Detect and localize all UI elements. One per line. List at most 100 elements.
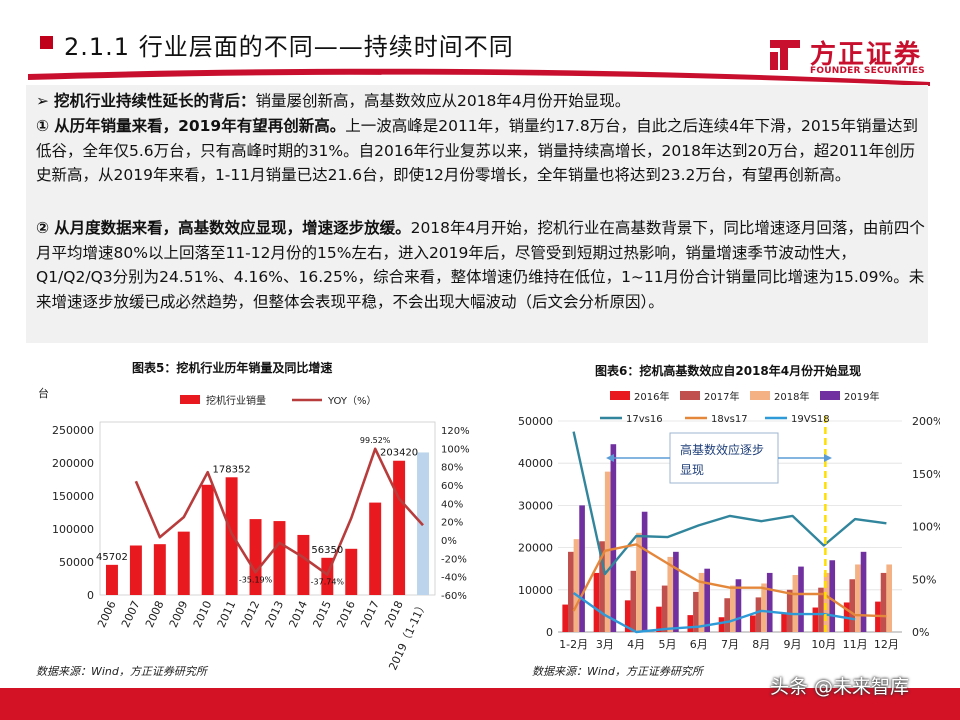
chart5-legend-swatch-bar [180, 395, 200, 404]
chart5-y-tick-left: 100000 [52, 523, 94, 536]
chart6-legend-swatch-bar [820, 391, 840, 400]
chart6-growth-line [572, 543, 887, 618]
chart5-bar [177, 531, 190, 595]
footer-band [0, 688, 960, 720]
chart6-bar [562, 604, 569, 632]
chart6-y-tick-right: 0% [912, 626, 929, 639]
chart6-legend-label: 2016年 [634, 390, 669, 403]
chart6-bar [624, 600, 631, 632]
chart5-x-tick: 2016 [334, 599, 358, 630]
chart5-y-tick-right: 120% [441, 426, 470, 437]
chart5-data-label: 203420 [380, 448, 418, 459]
chart6-bar [718, 617, 725, 632]
chart5-y-tick-left: 0 [87, 589, 94, 602]
chart6-bar [573, 539, 580, 632]
chart6-bar [886, 564, 892, 632]
chart6-arrow-left-head [606, 454, 614, 462]
brand-logo: 方正证券 FOUNDER SECURITIES [766, 34, 936, 84]
chart6-x-tick: 3月 [596, 638, 614, 651]
chart6-legend-swatch-bar [610, 391, 630, 400]
chart5-x-tick: 2014 [286, 599, 310, 630]
chart6-x-tick: 8月 [752, 638, 770, 651]
chart5-bar [297, 534, 310, 595]
chart6-y-tick-left: 10000 [518, 584, 553, 597]
header: 2.1.1 行业层面的不同——持续时间不同 方正证券 FOUNDER SECUR… [0, 0, 960, 86]
chart5-plot-frame [99, 421, 436, 596]
chart6-bar [724, 598, 730, 632]
chart5-y-tick-left: 150000 [52, 490, 94, 503]
chart5-bar [225, 477, 238, 595]
chart5-legend-label: 挖机行业销量 [206, 394, 266, 407]
chart6-legend-label: 2018年 [774, 390, 809, 403]
chart5-title: 图表5：挖机行业历年销量及同比增速 [132, 361, 333, 375]
chart5-x-tick: 2018 [382, 599, 406, 630]
chart6-title: 图表6：挖机高基数效应自2018年4月份开始显现 [595, 364, 862, 378]
chart6-bar [593, 572, 600, 632]
chart6-bar [761, 583, 767, 632]
chart6-bar [880, 572, 887, 632]
chart5-bar [273, 521, 286, 595]
chart5-y-tick-right: 0% [441, 536, 457, 547]
chart6-bar [693, 591, 699, 632]
paragraph-3-body: 2018年4月开始，挖机行业在高基数背景下，同比增速逐月回落，由前四个月平均增速… [36, 219, 925, 311]
chart6-bar [579, 505, 585, 632]
bullet-arrow-icon: ➢ [36, 92, 49, 110]
chart6-arrow-right-head [824, 454, 832, 462]
chart6-bar [818, 587, 824, 632]
chart5-bar [153, 544, 166, 595]
chart6-bar [766, 572, 773, 632]
chart5-x-tick: 2009 [167, 599, 191, 630]
chart5-y-tick-right: 20% [441, 518, 463, 529]
chart6-bar [730, 585, 736, 632]
chart6-bar [698, 572, 705, 632]
chart6-y-tick-left: 0 [546, 626, 553, 639]
chart6-bar [786, 589, 793, 632]
paragraph-3-heading: 从月度数据来看，高基数效应显现，增速逐步放缓。 [54, 219, 411, 237]
chart6-y-tick-left: 20000 [518, 542, 553, 555]
chart6-y-tick-right: 150% [912, 468, 940, 481]
chart5-bar [201, 484, 214, 595]
header-swoosh [28, 68, 930, 86]
chart6-bar [656, 606, 662, 632]
chart6-x-tick: 5月 [658, 638, 676, 651]
chart5-y-tick-left: 50000 [59, 556, 94, 569]
chart6-bar [792, 575, 799, 632]
chart6-x-tick: 10月 [811, 638, 836, 651]
chart5-bar [345, 548, 358, 595]
chart6-bar [860, 551, 867, 632]
chart6-x-tick: 6月 [690, 638, 708, 651]
chart5-x-tick: 2011 [215, 599, 239, 630]
chart6-bar [636, 532, 642, 632]
founder-logo-icon [770, 40, 800, 70]
chart5-y-tick-right: 100% [441, 444, 470, 455]
paragraph-1-heading: 挖机行业持续性延长的背后： [53, 92, 256, 110]
paragraph-3: ② 从月度数据来看，高基数效应显现，增速逐步放缓。2018年4月开始，挖机行业在… [36, 216, 926, 314]
chart6-y-tick-left: 40000 [518, 457, 553, 470]
chart5-bar [369, 502, 382, 595]
chart6-legend-label: 2019年 [844, 390, 879, 403]
chart6-legend-label: 18vs17 [711, 414, 748, 425]
chart6-x-tick: 12月 [874, 638, 899, 651]
chart5-annual-sales: 台 0 50000 100000 150000 200000 250000 -60% -40% -… [38, 386, 470, 672]
watermark-text: 头条 @未来智库 [770, 676, 910, 698]
chart5-x-tick: 2010 [191, 599, 215, 630]
chart5-x-tick: 2012 [239, 599, 263, 630]
chart5-x-tick: 2017 [358, 599, 382, 630]
chart6-bar [823, 572, 830, 632]
chart6-annotation-text-1: 高基数效应逐步 [680, 442, 764, 457]
chart6-growth-line [572, 592, 856, 634]
chart5-bar [249, 519, 262, 595]
chart6-y-tick-left: 30000 [518, 499, 553, 512]
chart6-bar [661, 585, 668, 632]
chart6-x-tick: 1-2月 [559, 638, 588, 651]
chart5-bar [321, 557, 334, 595]
chart6-legend-label: 17vs16 [626, 414, 663, 425]
chart6-bar [630, 570, 637, 632]
chart6-bar [667, 556, 674, 632]
chart6-bar [750, 615, 756, 632]
chart6-y-tick-right: 50% [912, 573, 936, 586]
paragraph-1: ➢ 挖机行业持续性延长的背后：销量屡创新高，高基数效应从2018年4月份开始显现… [36, 89, 926, 114]
chart5-y-tick-left: 200000 [52, 457, 94, 470]
title-square-icon [40, 36, 53, 49]
chart6-bar [641, 511, 648, 632]
